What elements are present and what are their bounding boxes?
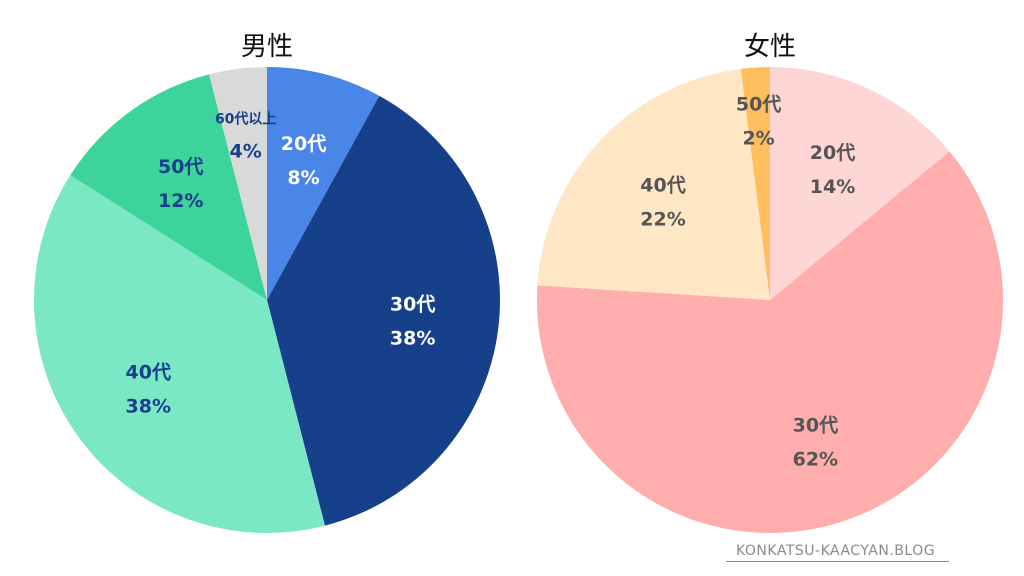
pie-slice bbox=[537, 68, 770, 300]
pie-slice bbox=[770, 67, 950, 300]
pie-chart-1: 女性 20代 14% 30代 62% 40代 22% 50代 2% bbox=[536, 32, 1004, 533]
pie-slice bbox=[267, 95, 500, 526]
slice-category-label: 60代以上 bbox=[215, 110, 276, 127]
slice-category-label: 40代 bbox=[126, 361, 171, 383]
slice-value-label: 38% bbox=[390, 327, 435, 349]
slice-value-label: 2% bbox=[742, 128, 774, 150]
slice-value-label: 38% bbox=[126, 395, 171, 417]
slice-value-label: 12% bbox=[158, 190, 203, 212]
chart-title: 男性 bbox=[241, 32, 293, 62]
slice-category-label: 30代 bbox=[390, 293, 435, 315]
pie-slice bbox=[209, 67, 267, 300]
watermark: KONKATSU-KAACYAN.BLOG bbox=[726, 543, 950, 562]
slice-category-label: 20代 bbox=[281, 133, 326, 155]
pie-slice bbox=[34, 175, 325, 534]
chart-title: 女性 bbox=[744, 32, 796, 62]
slice-value-label: 22% bbox=[640, 209, 685, 231]
slice-value-label: 8% bbox=[287, 167, 319, 189]
slice-category-label: 50代 bbox=[736, 94, 781, 116]
slice-category-label: 20代 bbox=[810, 142, 855, 164]
pie-chart-0: 男性 20代 8% 30代 38% 40代 38% 50代 12% 60代以上 4% bbox=[34, 32, 500, 534]
slice-value-label: 62% bbox=[793, 449, 838, 471]
slice-value-label: 14% bbox=[810, 176, 855, 198]
slice-category-label: 40代 bbox=[640, 175, 685, 197]
pie-slice bbox=[740, 67, 770, 300]
slice-category-label: 50代 bbox=[158, 156, 203, 178]
slice-value-label: 4% bbox=[230, 140, 262, 162]
pie-slice bbox=[267, 67, 380, 300]
pie-slice bbox=[70, 74, 267, 300]
pie-slice bbox=[536, 151, 1004, 533]
slice-category-label: 30代 bbox=[793, 415, 838, 437]
